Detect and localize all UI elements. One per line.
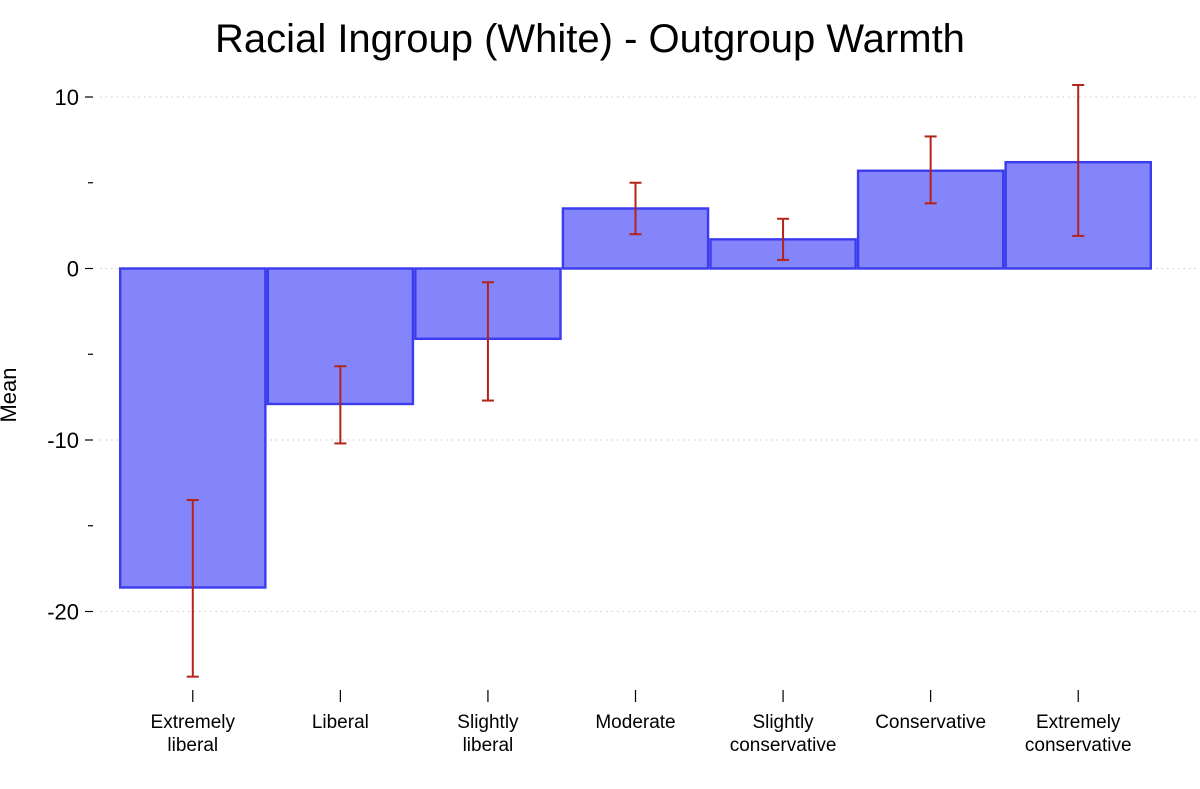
error-bar xyxy=(334,365,347,445)
x-tick-label-line: Conservative xyxy=(875,712,986,733)
x-tick-label: Moderate xyxy=(595,712,675,733)
x-tick-label: Slightly liberal xyxy=(457,712,519,756)
error-bar xyxy=(186,499,199,678)
bars xyxy=(118,160,1153,589)
error-bar xyxy=(924,135,937,205)
x-tick-label: Extremely liberal xyxy=(151,712,236,756)
x-tick-label-line: conservative xyxy=(730,735,837,756)
x-tick-label-line: liberal xyxy=(463,735,514,756)
error-bar xyxy=(1072,83,1085,237)
error-bar xyxy=(777,217,790,261)
bar xyxy=(561,207,710,270)
x-tick-label-line: Liberal xyxy=(312,712,369,733)
y-tick-label: -10 xyxy=(47,428,79,453)
chart-title: Racial Ingroup (White) - Outgroup Warmth xyxy=(215,17,965,61)
error-bars xyxy=(186,83,1085,678)
x-tick-label-line: conservative xyxy=(1025,735,1132,756)
x-tick-label-line: Slightly xyxy=(752,712,814,733)
x-tick-label: Liberal xyxy=(312,712,369,733)
x-tick-label-line: Extremely xyxy=(1036,712,1121,733)
y-tick-label: 10 xyxy=(55,85,79,110)
x-tick-label: Conservative xyxy=(875,712,986,733)
y-axis: 10 0 -10 -20 xyxy=(47,85,93,625)
y-tick-label: -20 xyxy=(47,600,79,625)
x-tick-label-line: Slightly xyxy=(457,712,519,733)
x-tick-label-line: Moderate xyxy=(595,712,675,733)
error-bar xyxy=(629,181,642,236)
error-bar xyxy=(481,281,494,402)
x-tick-label: Slightly conservative xyxy=(730,712,837,756)
x-tick-label-line: liberal xyxy=(167,735,218,756)
y-axis-label: Mean xyxy=(0,367,21,422)
x-tick-label: Extremely conservative xyxy=(1025,712,1132,756)
x-tick-label-line: Extremely xyxy=(151,712,236,733)
y-tick-label: 0 xyxy=(67,257,79,282)
